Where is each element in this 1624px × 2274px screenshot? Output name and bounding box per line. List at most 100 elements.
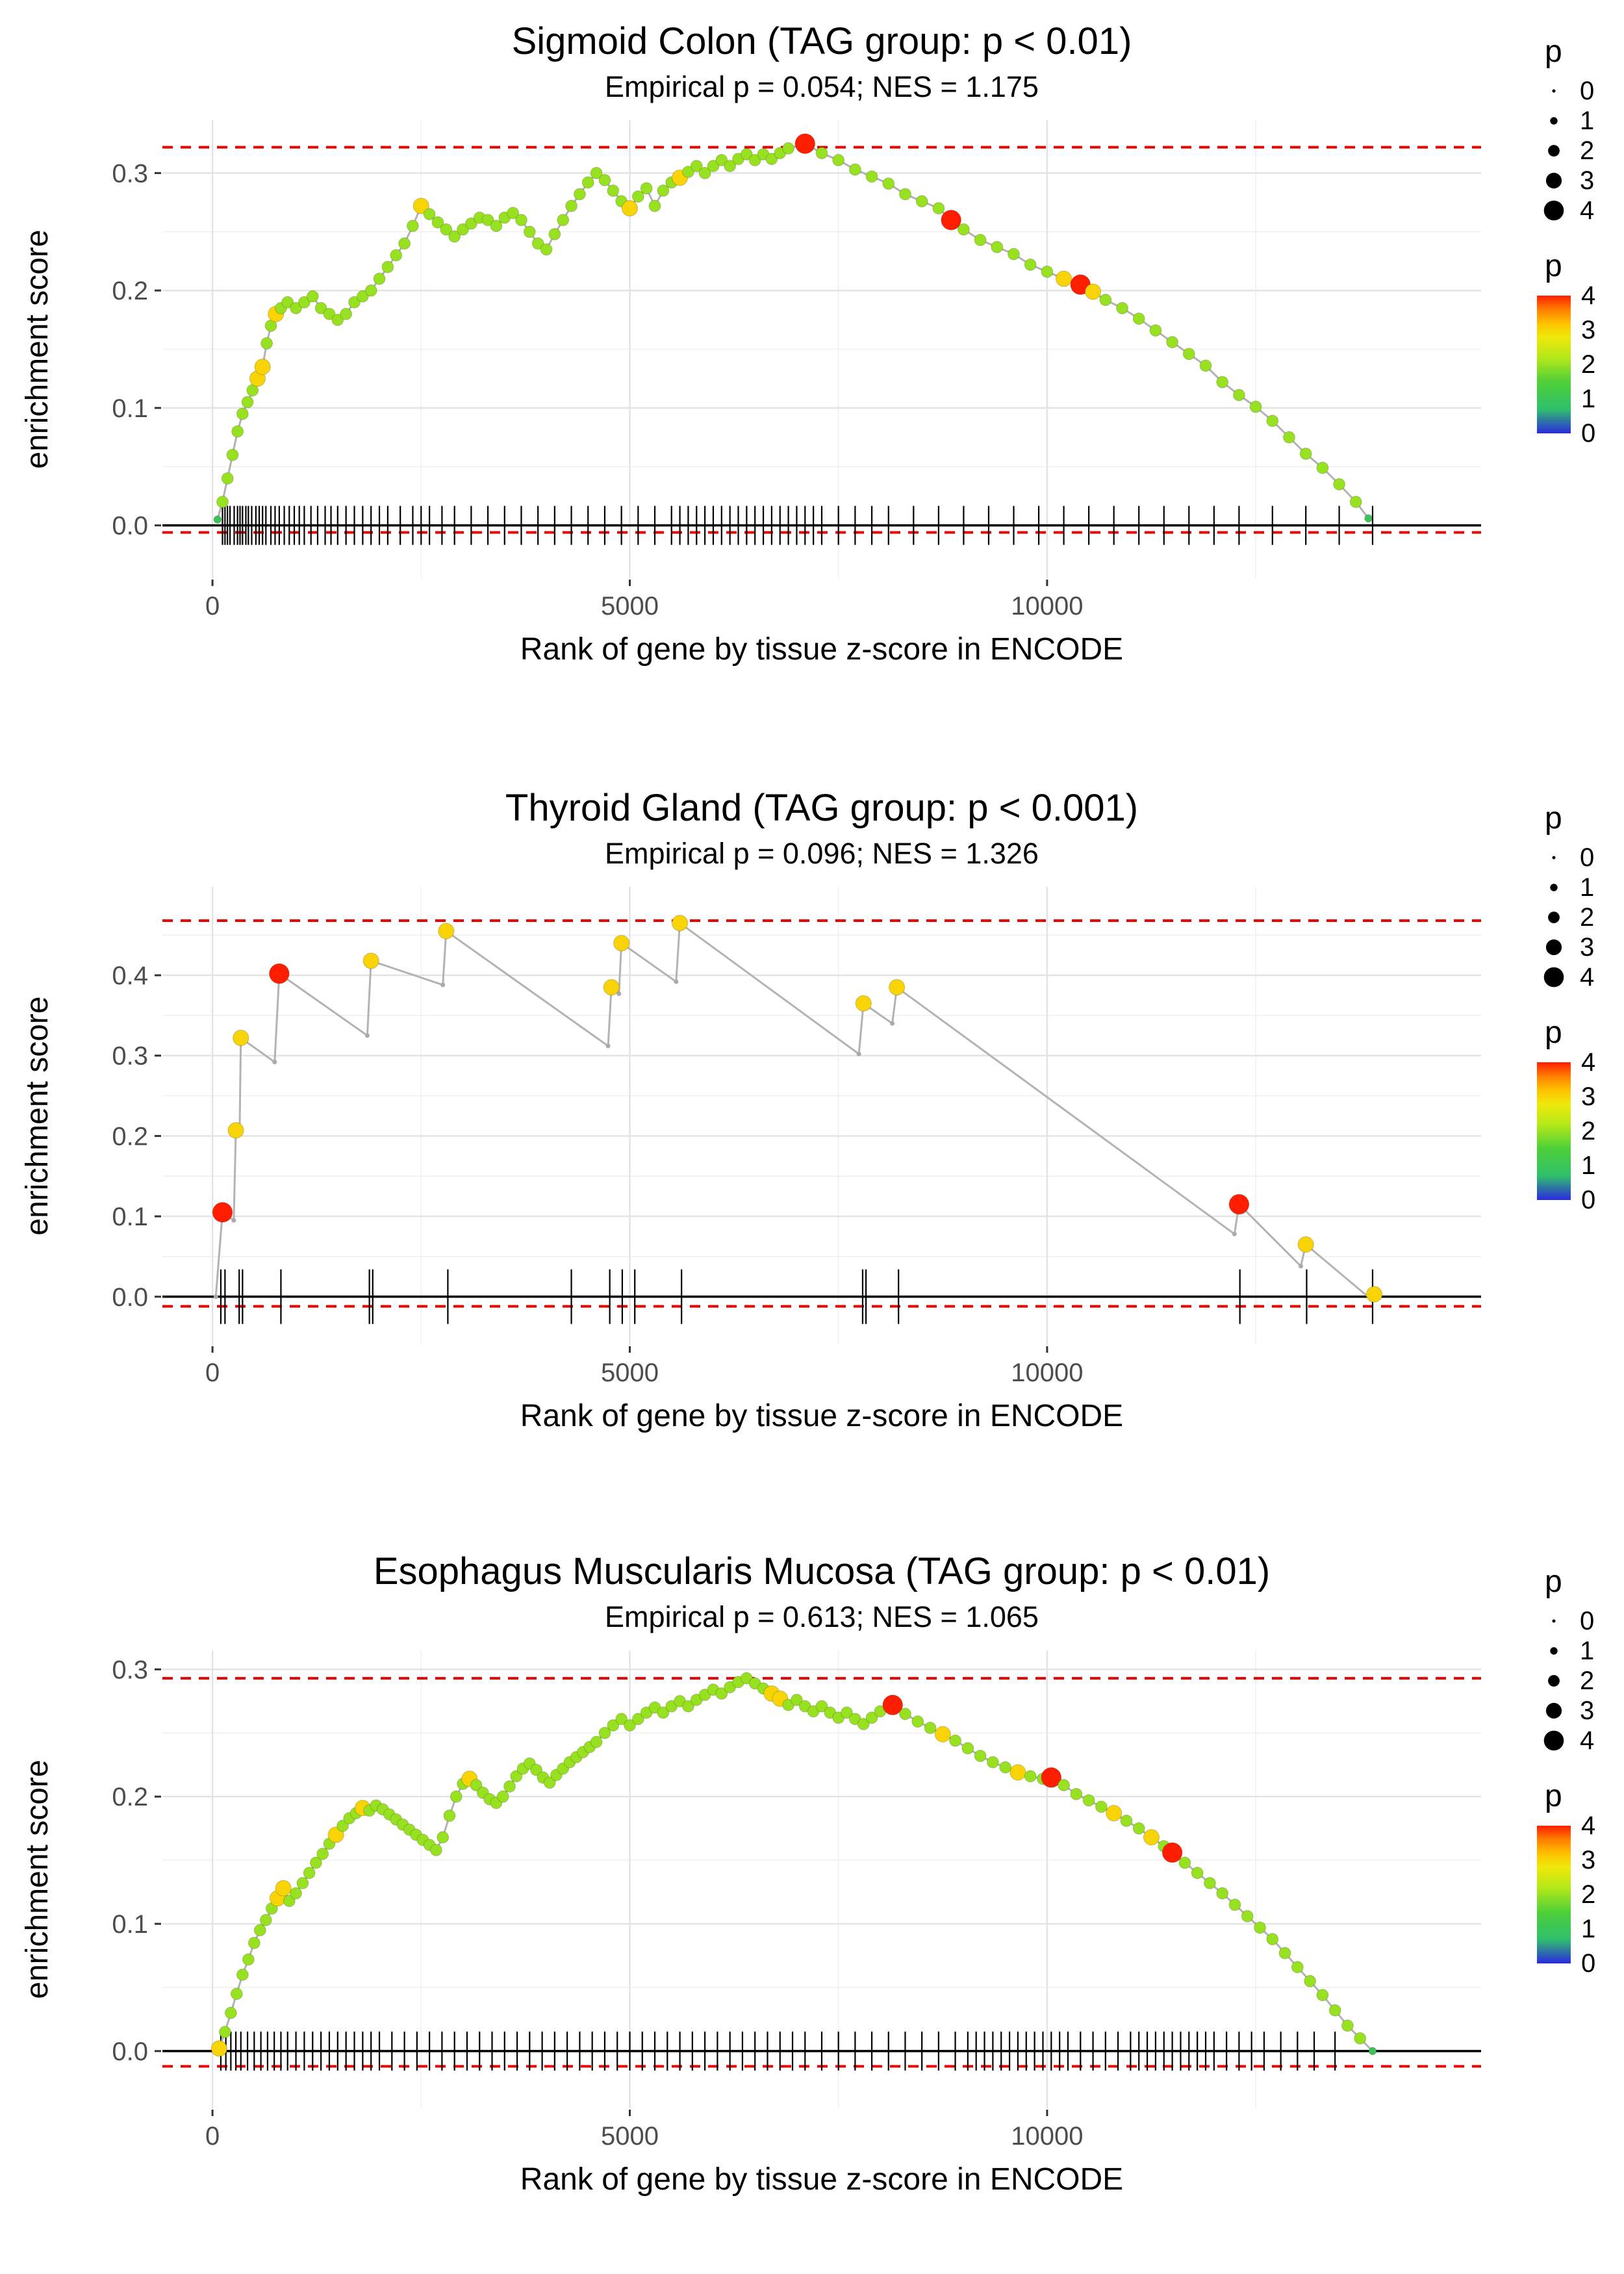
size-legend-dot	[1548, 912, 1560, 923]
size-legend-title: p	[1545, 801, 1562, 836]
y-axis-label: enrichment score	[20, 229, 55, 469]
size-legend-label: 4	[1580, 963, 1594, 991]
colorbar-label: 3	[1581, 1846, 1595, 1874]
gene-points	[213, 133, 1373, 524]
size-legend-label: 2	[1580, 136, 1594, 165]
x-axis-label: Rank of gene by tissue z-score in ENCODE	[520, 1399, 1124, 1433]
x-tick-label: 10000	[1011, 2122, 1083, 2151]
size-legend-dot	[1545, 939, 1562, 956]
y-tick-label: 0.4	[112, 962, 148, 990]
colorbar-label: 2	[1581, 1880, 1595, 1909]
colorbar-label: 0	[1581, 1186, 1595, 1214]
x-tick-label: 0	[205, 592, 220, 620]
panel-title: Sigmoid Colon (TAG group: p < 0.01)	[511, 20, 1132, 62]
size-legend-label: 3	[1580, 1696, 1594, 1725]
colorbar	[1537, 296, 1571, 433]
size-legend-label: 0	[1580, 843, 1594, 872]
panel-subtitle: Empirical p = 0.054; NES = 1.175	[605, 70, 1039, 103]
axis-ticks: 0.0 0.1 0.2 0.3 0 5000 10000	[112, 1655, 1083, 2151]
colorbar-label: 1	[1581, 1151, 1595, 1180]
gene-points	[212, 915, 1383, 1303]
y-tick-label: 0.1	[112, 394, 148, 423]
axis-ticks: 0.0 0.1 0.2 0.3 0.4 0 5000 10000	[112, 962, 1083, 1387]
y-tick-label: 0.0	[112, 512, 148, 541]
size-legend-label: 3	[1580, 166, 1594, 195]
x-tick-label: 5000	[601, 1359, 659, 1387]
y-tick-label: 0.2	[112, 277, 148, 305]
colorbar-label: 2	[1581, 350, 1595, 379]
size-legend-dot	[1543, 967, 1564, 988]
panel-sigmoid-colon: 0.0 0.1 0.2 0.3 0 5000 10000 p 0 1 2 3 4 p 4 3 2 1 0 Sigmo…	[0, 0, 1624, 744]
x-tick-label: 0	[205, 2122, 220, 2151]
size-legend-label: 0	[1580, 77, 1594, 105]
size-legend-dot	[1545, 1702, 1562, 1719]
gridlines	[162, 887, 1481, 1345]
size-legend-dot	[1545, 172, 1562, 189]
x-tick-label: 10000	[1011, 592, 1083, 620]
panel-thyroid-gland: 0.0 0.1 0.2 0.3 0.4 0 5000 10000 p 0 1 2 3 4 p 4 3 2 1 0 Th…	[0, 767, 1624, 1511]
enrichment-curve	[216, 142, 1369, 520]
size-legend-dot	[1552, 89, 1556, 93]
x-axis-label: Rank of gene by tissue z-score in ENCODE	[520, 632, 1124, 667]
size-legend-label: 4	[1580, 196, 1594, 225]
panel-title: Esophagus Muscularis Mucosa (TAG group: …	[373, 1550, 1271, 1592]
size-legend-dot	[1552, 856, 1556, 860]
size-legend-label: 1	[1580, 107, 1594, 135]
y-axis-label: enrichment score	[20, 996, 55, 1236]
size-legend-label: 4	[1580, 1726, 1594, 1755]
x-tick-label: 5000	[601, 2122, 659, 2151]
y-tick-label: 0.2	[112, 1783, 148, 1811]
colorbar-label: 4	[1581, 1811, 1595, 1840]
panel-esophagus-muscularis-mucosa: 0.0 0.1 0.2 0.3 0 5000 10000 p 0 1 2 3 4 p 4 3 2 1 0 Esoph…	[0, 1530, 1624, 2274]
colorbar-label: 1	[1581, 1915, 1595, 1943]
colorbar-label: 3	[1581, 316, 1595, 344]
colorbar-label: 1	[1581, 385, 1595, 413]
size-legend-label: 0	[1580, 1607, 1594, 1635]
colorbar-label: 4	[1581, 281, 1595, 310]
size-legend-label: 2	[1580, 903, 1594, 932]
x-tick-label: 5000	[601, 592, 659, 620]
colorbar-label: 4	[1581, 1048, 1595, 1077]
enrichment-curve	[218, 1677, 1374, 2052]
size-legend-title: p	[1545, 1565, 1562, 1599]
size-legend-label: 2	[1580, 1667, 1594, 1695]
panel-title: Thyroid Gland (TAG group: p < 0.001)	[505, 787, 1139, 829]
colorbar-label: 0	[1581, 419, 1595, 448]
panel-subtitle: Empirical p = 0.613; NES = 1.065	[605, 1600, 1039, 1633]
y-tick-label: 0.0	[112, 1283, 148, 1312]
size-legend-label: 1	[1580, 1637, 1594, 1665]
x-axis-label: Rank of gene by tissue z-score in ENCODE	[520, 2162, 1124, 2197]
size-legend-dot	[1550, 117, 1558, 125]
size-legend-dot	[1552, 1619, 1556, 1623]
gene-rug-marks	[220, 2031, 1336, 2071]
axis-ticks: 0.0 0.1 0.2 0.3 0 5000 10000	[112, 159, 1083, 620]
size-legend-label: 3	[1580, 933, 1594, 962]
gene-rug-marks	[222, 505, 1374, 545]
enrichment-curve	[214, 921, 1375, 1301]
size-legend-dot	[1543, 1730, 1564, 1751]
y-tick-label: 0.2	[112, 1122, 148, 1151]
y-tick-label: 0.3	[112, 1042, 148, 1071]
y-axis-label: enrichment score	[20, 1759, 55, 1999]
size-legend-dot	[1550, 1647, 1558, 1655]
colorbar-label: 0	[1581, 1949, 1595, 1978]
gene-rug-marks	[220, 1269, 1374, 1324]
y-tick-label: 0.0	[112, 2038, 148, 2066]
colorbar-label: 2	[1581, 1117, 1595, 1145]
size-legend-dot	[1543, 200, 1564, 221]
size-legend-dot	[1550, 884, 1558, 891]
size-legend-label: 1	[1580, 873, 1594, 902]
x-tick-label: 10000	[1011, 1359, 1083, 1387]
size-legend-title: p	[1545, 34, 1562, 69]
colorbar	[1537, 1826, 1571, 1963]
y-tick-label: 0.3	[112, 159, 148, 188]
y-tick-label: 0.3	[112, 1655, 148, 1684]
x-tick-label: 0	[205, 1359, 220, 1387]
colorbar-label: 3	[1581, 1082, 1595, 1111]
y-tick-label: 0.1	[112, 1910, 148, 1939]
